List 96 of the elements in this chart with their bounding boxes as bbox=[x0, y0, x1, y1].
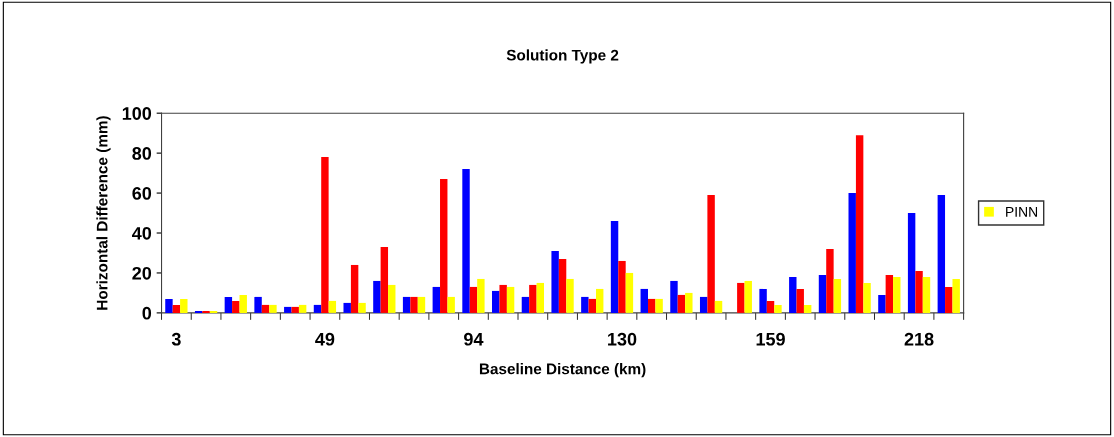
bar bbox=[506, 286, 515, 313]
x-tick-label: 49 bbox=[315, 332, 335, 346]
bar bbox=[388, 284, 396, 313]
bar bbox=[789, 276, 797, 313]
bar bbox=[343, 302, 351, 313]
bar bbox=[670, 280, 678, 313]
bar bbox=[581, 296, 589, 313]
bar bbox=[759, 288, 767, 313]
bar bbox=[610, 221, 619, 313]
bar bbox=[922, 276, 931, 313]
bar bbox=[350, 264, 359, 313]
bar bbox=[269, 304, 277, 313]
bar bbox=[536, 282, 544, 313]
bar bbox=[469, 286, 478, 313]
x-tick-label: 130 bbox=[608, 332, 637, 346]
y-tick-label: 60 bbox=[132, 187, 152, 200]
y-tick-label: 40 bbox=[132, 226, 152, 240]
bar bbox=[833, 278, 842, 313]
bar bbox=[440, 179, 448, 313]
bar bbox=[261, 304, 270, 313]
bar bbox=[202, 310, 210, 313]
bar bbox=[209, 310, 218, 313]
bar bbox=[194, 310, 203, 313]
bar bbox=[172, 304, 181, 313]
bar bbox=[321, 157, 329, 313]
bar bbox=[595, 288, 604, 313]
y-tick-label: 80 bbox=[132, 147, 152, 160]
bar bbox=[239, 294, 247, 313]
bar bbox=[766, 300, 775, 313]
bar bbox=[848, 193, 856, 313]
bar bbox=[625, 272, 634, 313]
bar bbox=[254, 296, 262, 313]
bar bbox=[945, 286, 953, 313]
bar bbox=[685, 292, 693, 313]
bar bbox=[796, 288, 804, 313]
x-tick-label: 3 bbox=[171, 332, 181, 346]
bar bbox=[774, 304, 782, 313]
bar bbox=[937, 195, 946, 313]
bar bbox=[447, 296, 455, 313]
bar bbox=[952, 278, 960, 313]
bar bbox=[432, 286, 441, 313]
bar bbox=[855, 135, 864, 313]
bar bbox=[655, 298, 663, 313]
bar bbox=[551, 250, 559, 313]
bar bbox=[915, 270, 923, 313]
bar bbox=[477, 278, 485, 313]
bar bbox=[165, 298, 173, 313]
x-tick-label: 159 bbox=[756, 332, 785, 346]
x-tick-label: 94 bbox=[464, 332, 484, 346]
bar bbox=[232, 300, 240, 313]
bar bbox=[492, 290, 500, 313]
bar bbox=[863, 282, 871, 313]
y-tick-label: 0 bbox=[142, 306, 152, 320]
bar bbox=[313, 304, 322, 313]
x-axis-title: Baseline Distance (km) bbox=[479, 363, 646, 378]
bar bbox=[462, 169, 470, 313]
bar bbox=[521, 296, 530, 313]
bar bbox=[410, 296, 418, 313]
bar bbox=[380, 246, 389, 313]
bar bbox=[737, 282, 745, 313]
bar bbox=[640, 288, 648, 313]
bar bbox=[588, 298, 596, 313]
legend-label: PINN bbox=[1006, 207, 1038, 217]
bar bbox=[558, 258, 567, 313]
bar bbox=[826, 248, 834, 313]
bar bbox=[529, 284, 537, 313]
bar bbox=[499, 284, 507, 313]
bar bbox=[907, 213, 916, 313]
bar bbox=[714, 300, 723, 313]
bar bbox=[417, 296, 426, 313]
bar bbox=[373, 280, 381, 313]
bar bbox=[744, 280, 752, 313]
y-axis-title: Horizontal Difference (mm) bbox=[96, 116, 111, 310]
bar bbox=[618, 260, 626, 313]
bar bbox=[878, 294, 886, 313]
bar bbox=[885, 274, 894, 313]
bar bbox=[291, 306, 299, 313]
bar bbox=[677, 294, 686, 313]
y-tick-label: 20 bbox=[132, 266, 152, 280]
bar bbox=[328, 300, 337, 313]
bar bbox=[298, 304, 307, 313]
bar bbox=[284, 306, 292, 313]
y-tick-label: 100 bbox=[122, 107, 152, 120]
bar bbox=[402, 296, 411, 313]
bar bbox=[893, 276, 901, 313]
bar bbox=[224, 296, 233, 313]
x-tick-label: 218 bbox=[904, 332, 934, 346]
bar bbox=[647, 298, 656, 313]
bar bbox=[818, 274, 827, 313]
bar bbox=[180, 298, 188, 313]
bar bbox=[566, 278, 574, 313]
bar bbox=[358, 302, 366, 313]
bar bbox=[699, 296, 708, 313]
bar bbox=[803, 304, 812, 313]
bar bbox=[707, 195, 715, 313]
chart-title: Solution Type 2 bbox=[506, 49, 619, 64]
